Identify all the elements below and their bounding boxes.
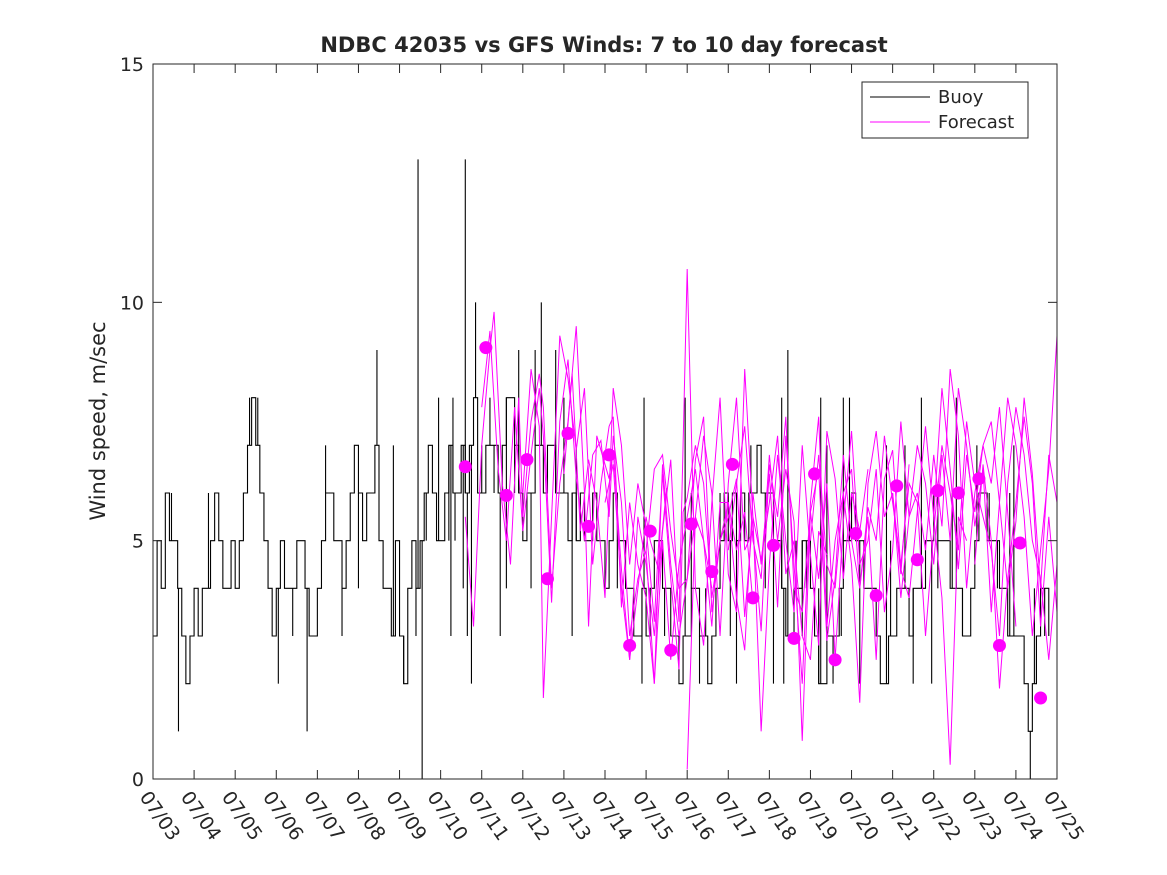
x-tick-label: 07/22 [916, 787, 965, 844]
chart-title: NDBC 42035 vs GFS Winds: 7 to 10 day for… [320, 33, 887, 57]
x-tick-label: 07/05 [217, 787, 266, 844]
y-tick-label: 15 [120, 54, 144, 76]
forecast-line [481, 330, 713, 637]
forecast-marker [746, 591, 760, 605]
x-tick-label: 07/04 [176, 787, 225, 844]
forecast-line [809, 407, 1058, 660]
forecast-marker [479, 341, 493, 355]
forecast-marker [664, 643, 678, 657]
forecast-marker [499, 488, 513, 502]
forecast-line [933, 388, 1058, 589]
x-tick-label: 07/16 [669, 787, 718, 844]
forecast-marker [787, 631, 801, 645]
y-tick-label: 10 [120, 292, 144, 314]
x-tick-label: 07/21 [875, 787, 924, 844]
forecast-marker [972, 472, 986, 486]
x-tick-label: 07/13 [546, 787, 595, 844]
x-tick-label: 07/19 [792, 787, 841, 844]
x-tick-label: 07/20 [833, 787, 882, 844]
forecast-marker [910, 553, 924, 567]
buoy-line [153, 397, 1050, 732]
x-tick-label: 07/09 [381, 787, 430, 844]
forecast-line [686, 397, 968, 770]
forecast-marker [561, 426, 575, 440]
forecast-line [522, 335, 754, 698]
forecast-line [645, 416, 910, 703]
x-tick-label: 07/11 [464, 787, 513, 844]
forecast-marker [766, 538, 780, 552]
forecast-marker [582, 519, 596, 533]
forecast-marker [725, 457, 739, 471]
x-tick-label: 07/08 [340, 787, 389, 844]
x-tick-label: 07/15 [628, 787, 677, 844]
y-axis: 0 5 10 15 [120, 54, 1057, 791]
forecast-markers [458, 341, 1048, 705]
forecast-marker [643, 524, 657, 538]
forecast-series [464, 268, 1058, 770]
forecast-marker [623, 639, 637, 653]
forecast-marker [684, 517, 698, 531]
x-tick-label: 07/17 [710, 787, 759, 844]
forecast-marker [540, 572, 554, 586]
legend-buoy-label: Buoy [938, 87, 984, 108]
x-tick-label: 07/25 [1039, 787, 1088, 844]
x-tick-label: 07/07 [299, 787, 348, 844]
x-tick-label: 07/24 [998, 787, 1047, 844]
forecast-marker [992, 639, 1006, 653]
y-tick-label: 0 [132, 769, 144, 791]
forecast-marker [828, 653, 842, 667]
y-axis-label: Wind speed, m/sec [86, 321, 110, 520]
x-tick-label: 07/12 [505, 787, 554, 844]
forecast-marker [931, 484, 945, 498]
forecast-line [892, 335, 1058, 637]
plot-frame [153, 64, 1057, 779]
x-tick-label: 07/18 [751, 787, 800, 844]
legend-forecast-label: Forecast [938, 112, 1014, 133]
x-tick-label: 07/03 [135, 787, 184, 844]
x-tick-label: 07/06 [258, 787, 307, 844]
forecast-marker [951, 486, 965, 500]
forecast-marker [890, 479, 904, 493]
legend-box [861, 81, 1029, 139]
forecast-line [727, 369, 1017, 741]
forecast-marker [1034, 691, 1048, 705]
y-tick-label: 5 [132, 531, 144, 553]
forecast-line [974, 416, 1058, 689]
forecast-marker [705, 565, 719, 579]
x-tick-label: 07/14 [587, 787, 636, 844]
forecast-marker [869, 588, 883, 602]
x-tick-label: 07/23 [957, 787, 1006, 844]
plot-area [152, 63, 1058, 780]
buoy-series [153, 159, 1050, 779]
legend: Buoy Forecast [861, 81, 1029, 139]
forecast-marker [1013, 536, 1027, 550]
forecast-marker [520, 453, 534, 467]
forecast-marker [602, 448, 616, 462]
forecast-line [464, 311, 668, 660]
forecast-marker [808, 467, 822, 481]
forecast-marker [849, 527, 863, 541]
forecast-marker [458, 460, 472, 474]
x-tick-label: 07/10 [423, 787, 472, 844]
